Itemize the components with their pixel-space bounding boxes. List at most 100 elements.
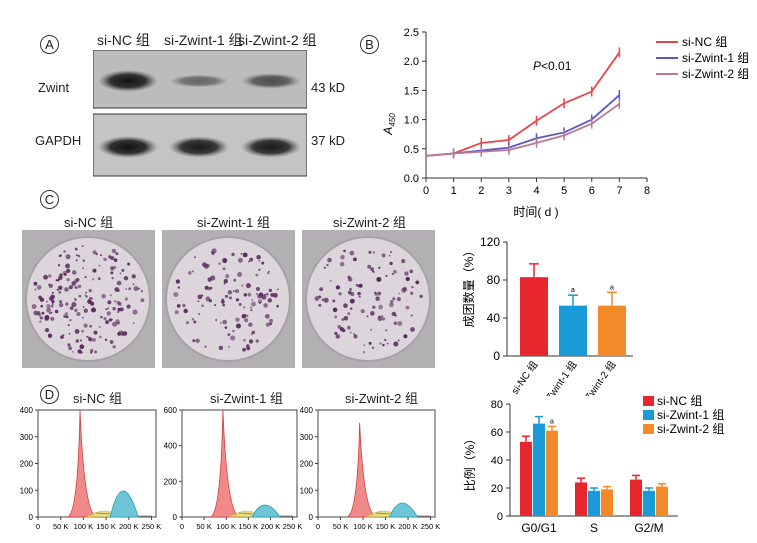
colony — [193, 320, 197, 324]
colony — [111, 248, 117, 254]
colony — [347, 325, 351, 330]
colony — [88, 337, 93, 342]
colony — [114, 287, 120, 292]
colony — [368, 341, 372, 345]
colony — [74, 308, 78, 313]
colony — [50, 316, 55, 321]
colony — [255, 339, 259, 343]
bar — [533, 423, 545, 516]
colony — [222, 303, 225, 307]
colony — [225, 274, 230, 279]
colony — [59, 273, 63, 277]
colony — [264, 293, 266, 296]
colony-group-label: si-Zwint-1 组 — [197, 215, 270, 230]
colony — [389, 261, 393, 266]
colony — [132, 309, 138, 315]
colony — [410, 291, 414, 295]
bar — [520, 441, 532, 516]
colony — [218, 262, 221, 265]
legend-label: si-NC 组 — [657, 394, 702, 408]
colony — [94, 350, 98, 354]
colony — [82, 306, 85, 308]
y-tick-label: 0 — [29, 513, 34, 522]
colony — [105, 308, 108, 311]
colony — [222, 258, 228, 264]
colony — [377, 316, 383, 322]
colony — [261, 294, 267, 300]
colony — [258, 259, 261, 262]
culture-plate — [25, 236, 151, 362]
colony — [314, 296, 320, 301]
colony — [33, 310, 39, 316]
colony — [223, 282, 226, 285]
colony — [224, 326, 228, 329]
colony — [106, 311, 112, 316]
colony — [246, 346, 251, 351]
colony — [228, 296, 233, 300]
colony — [89, 351, 93, 354]
colony — [268, 288, 273, 293]
colony — [140, 298, 145, 303]
colony — [75, 259, 78, 262]
colony — [93, 330, 98, 335]
legend-label: si-Zwint-1 组 — [682, 51, 748, 65]
colony — [31, 304, 37, 309]
y-tick-label: 2.5 — [404, 27, 419, 39]
colony — [197, 294, 203, 300]
colony — [117, 332, 122, 336]
colony — [115, 252, 119, 256]
colony — [66, 278, 70, 282]
colony — [60, 335, 64, 339]
flow-group-label: si-Zwint-1 组 — [210, 391, 283, 406]
y-tick-label: 0.0 — [404, 173, 419, 185]
western-group-label: si-NC 组 — [97, 32, 150, 48]
colony — [211, 250, 214, 253]
colony — [115, 319, 120, 324]
colony — [371, 346, 375, 349]
colony — [33, 281, 38, 286]
colony — [98, 264, 101, 267]
colony — [388, 254, 391, 257]
colony — [38, 295, 42, 300]
colony — [122, 331, 128, 336]
y-tick-label: 200 — [164, 477, 178, 486]
bar — [575, 482, 587, 516]
colony — [235, 323, 241, 329]
colony — [81, 329, 85, 333]
y-axis-label: 比例（%） — [463, 433, 477, 492]
colony — [39, 320, 42, 323]
colony — [267, 298, 272, 303]
colony — [63, 314, 67, 318]
colony — [218, 345, 224, 351]
colony-plate-images — [22, 230, 435, 368]
colony — [370, 328, 373, 331]
y-tick-label: 600 — [164, 406, 178, 415]
colony — [232, 329, 235, 333]
x-tick-label: 8 — [644, 185, 650, 197]
x-tick-label: 50 K — [53, 522, 68, 531]
colony — [220, 322, 222, 324]
x-tick-label: 250 K — [283, 522, 303, 531]
colony — [267, 272, 270, 275]
panel-a-letter: A — [40, 35, 59, 54]
colony — [242, 347, 246, 352]
colony — [243, 293, 247, 297]
significance-mark: a — [571, 287, 575, 294]
g1-peak — [66, 409, 97, 518]
colony — [363, 344, 366, 347]
colony — [112, 345, 116, 349]
colony — [131, 274, 136, 279]
colony — [97, 277, 101, 281]
colony — [39, 316, 43, 320]
colony — [353, 334, 358, 339]
colony — [321, 298, 325, 302]
colony — [405, 276, 410, 282]
colony — [241, 284, 244, 287]
legend-label: si-NC 组 — [682, 35, 727, 49]
colony — [104, 338, 108, 342]
colony — [264, 314, 270, 319]
colony — [378, 304, 383, 310]
colony — [349, 307, 353, 310]
colony — [215, 318, 218, 321]
y-tick-label: 100 — [20, 486, 34, 495]
